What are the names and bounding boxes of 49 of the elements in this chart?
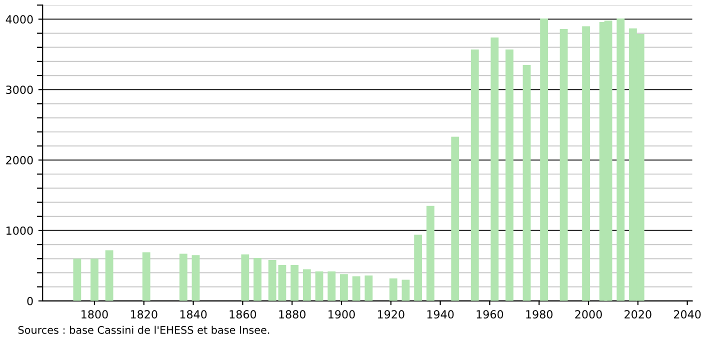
- y-tick-label: 0: [27, 296, 33, 306]
- x-tick-label: 2020: [624, 310, 652, 319]
- bar: [582, 26, 590, 301]
- bar: [389, 278, 398, 301]
- bar: [328, 271, 336, 301]
- y-tick-label: 2000: [6, 156, 33, 164]
- x-tick-label: 1860: [230, 310, 256, 319]
- bar: [616, 18, 625, 301]
- bar: [522, 64, 531, 301]
- bar: [340, 274, 348, 301]
- bar: [315, 271, 324, 301]
- x-tick-label: 1920: [378, 310, 404, 319]
- bar: [254, 258, 262, 301]
- bar: [179, 254, 188, 301]
- bar: [90, 258, 98, 301]
- x-tick-label: 1880: [279, 310, 306, 319]
- bar: [490, 37, 499, 301]
- bar: [451, 136, 460, 301]
- bar: [290, 264, 299, 301]
- y-tick-label: 3000: [6, 86, 33, 94]
- bar: [506, 49, 514, 301]
- bar: [414, 234, 422, 301]
- x-tick-label: 1820: [130, 310, 158, 319]
- bar: [268, 260, 276, 301]
- bar: [241, 254, 250, 301]
- x-tick-label: 1840: [180, 310, 207, 319]
- bar: [540, 18, 548, 301]
- bar: [302, 269, 311, 301]
- bar: [470, 49, 479, 301]
- bar: [426, 206, 434, 301]
- x-tick-label: 1800: [82, 310, 108, 319]
- y-tick-label: 1000: [6, 226, 33, 235]
- bar: [142, 252, 150, 301]
- bar: [192, 255, 200, 301]
- bar: [560, 29, 568, 301]
- y-tick-label: 4000: [6, 15, 33, 24]
- x-tick-label: 1940: [427, 310, 454, 319]
- bar: [73, 258, 82, 301]
- x-tick-label: 1980: [526, 310, 552, 319]
- bar: [352, 276, 360, 301]
- x-tick-label: 2000: [575, 310, 602, 319]
- bar: [364, 276, 373, 301]
- bar: [278, 264, 286, 301]
- x-tick-label: 2040: [674, 310, 701, 319]
- source-note: Sources : base Cassini de l'EHESS et base Insee.: [18, 326, 270, 334]
- x-tick-label: 1960: [476, 310, 504, 319]
- bar: [105, 250, 114, 301]
- bar: [402, 280, 410, 301]
- x-tick-label: 1900: [328, 310, 355, 319]
